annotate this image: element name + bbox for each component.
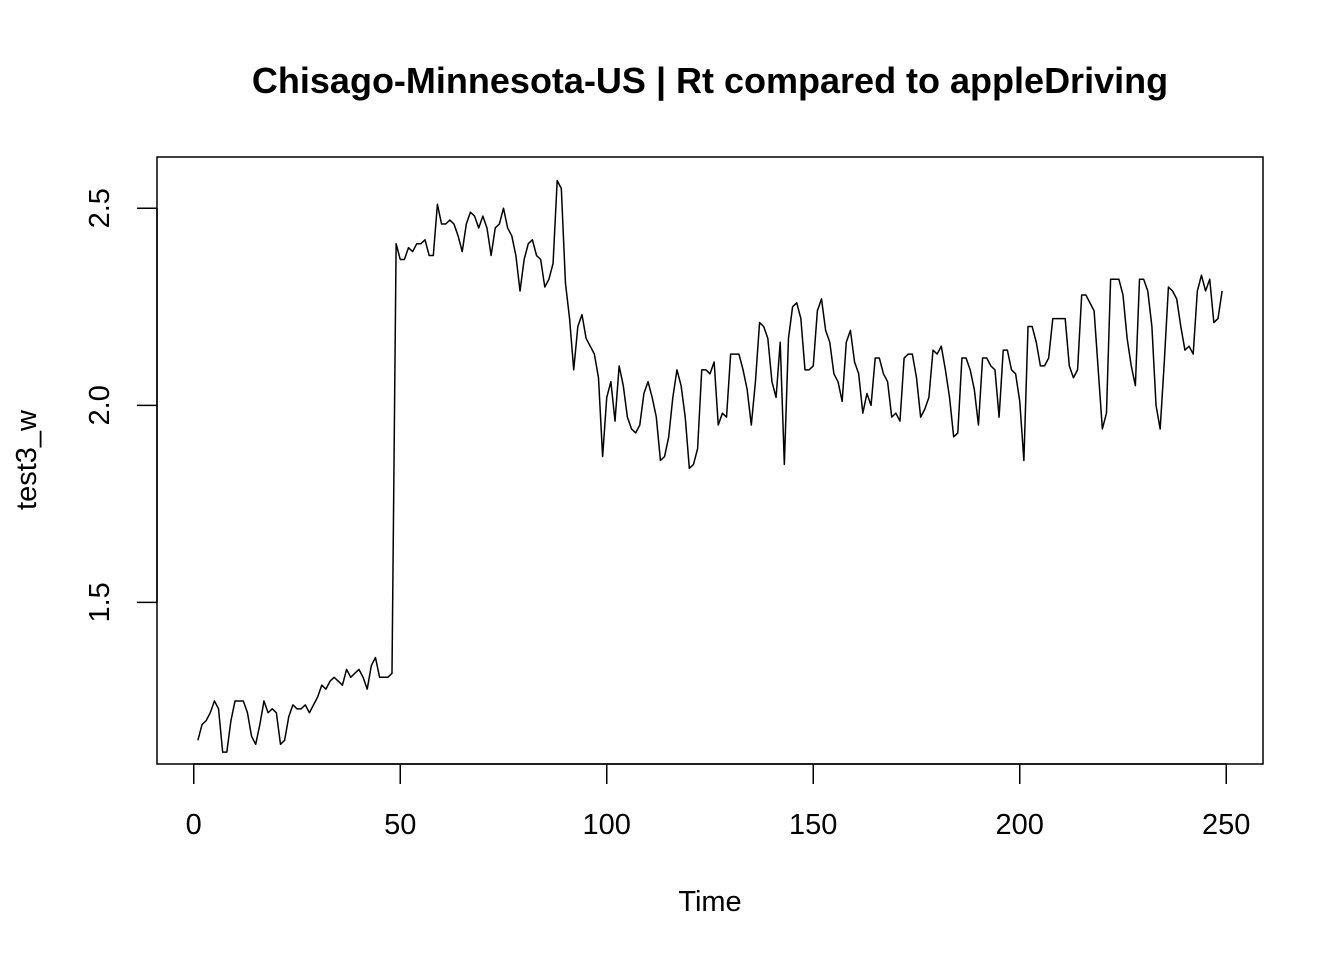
chart-title: Chisago-Minnesota-US | Rt compared to ap… — [252, 60, 1168, 102]
x-tick-label: 0 — [186, 809, 202, 841]
y-tick-label: 2.0 — [84, 385, 116, 425]
x-axis: 0 50 100 150 200 250 — [186, 764, 1251, 841]
plot-frame — [157, 157, 1263, 764]
y-axis: 1.5 2.0 2.5 — [84, 188, 157, 622]
x-axis-label: Time — [678, 886, 741, 918]
series-line — [198, 181, 1222, 753]
x-tick-label: 50 — [384, 809, 416, 841]
y-tick-label: 2.5 — [84, 188, 116, 228]
x-tick-label: 100 — [583, 809, 631, 841]
y-axis-label: test3_w — [11, 409, 43, 510]
x-tick-label: 200 — [996, 809, 1044, 841]
series-layer — [198, 181, 1222, 753]
x-tick-label: 150 — [789, 809, 837, 841]
y-tick-label: 1.5 — [84, 582, 116, 622]
x-tick-label: 250 — [1202, 809, 1250, 841]
